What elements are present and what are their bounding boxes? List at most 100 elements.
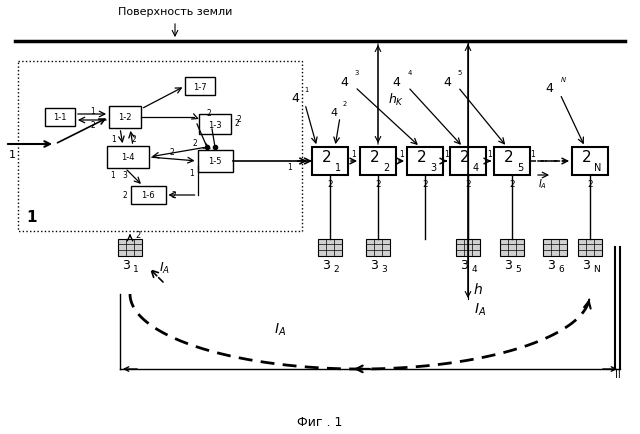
Text: 2: 2 xyxy=(171,191,176,200)
Text: 1: 1 xyxy=(399,150,404,159)
Bar xyxy=(107,147,149,169)
Text: 2: 2 xyxy=(375,180,381,189)
Text: 3: 3 xyxy=(504,258,512,271)
Text: $h$: $h$ xyxy=(473,282,483,297)
Text: 2: 2 xyxy=(587,180,593,189)
Text: N: N xyxy=(593,264,600,273)
Text: 2: 2 xyxy=(383,163,389,173)
Bar xyxy=(198,151,232,173)
Text: 3: 3 xyxy=(123,171,127,180)
Text: 2: 2 xyxy=(235,118,239,127)
Text: 3: 3 xyxy=(430,163,436,173)
Bar xyxy=(572,148,608,176)
Text: $_4$: $_4$ xyxy=(407,68,413,78)
Text: 2: 2 xyxy=(504,150,514,165)
Text: $4$: $4$ xyxy=(545,81,555,94)
Text: $4$: $4$ xyxy=(392,76,402,88)
Text: 3: 3 xyxy=(370,258,378,271)
Text: 3: 3 xyxy=(460,258,468,271)
Text: 2: 2 xyxy=(237,115,241,124)
Text: 1: 1 xyxy=(133,264,139,273)
Text: 2: 2 xyxy=(465,180,471,189)
Text: 2: 2 xyxy=(170,148,174,157)
Bar xyxy=(45,109,75,127)
Text: $4$: $4$ xyxy=(330,106,338,118)
Bar xyxy=(109,107,141,129)
Text: 1-1: 1-1 xyxy=(53,113,67,122)
Bar xyxy=(407,148,443,176)
Text: 3: 3 xyxy=(322,258,330,271)
Text: 1-4: 1-4 xyxy=(121,153,135,162)
Text: 2: 2 xyxy=(193,139,197,148)
Text: $I_A$: $I_A$ xyxy=(538,177,547,191)
Bar xyxy=(199,115,231,135)
Bar xyxy=(18,62,302,231)
Text: 4: 4 xyxy=(471,264,477,273)
Text: 1: 1 xyxy=(488,150,492,159)
Text: 3: 3 xyxy=(547,258,555,271)
Text: 2: 2 xyxy=(370,150,380,165)
Text: 1: 1 xyxy=(287,163,292,172)
Text: 1: 1 xyxy=(111,171,115,180)
Text: 6: 6 xyxy=(558,264,564,273)
Text: 2: 2 xyxy=(122,191,127,200)
Text: 2: 2 xyxy=(136,231,141,240)
Text: 1-7: 1-7 xyxy=(193,82,207,91)
Bar xyxy=(185,78,215,96)
Text: $I_A$: $I_A$ xyxy=(474,301,486,317)
Text: 1: 1 xyxy=(189,169,194,178)
Text: 2: 2 xyxy=(207,108,211,117)
Bar xyxy=(318,239,342,256)
Text: $h_K$: $h_K$ xyxy=(388,92,404,108)
Text: $_1$: $_1$ xyxy=(304,85,310,95)
Text: 2: 2 xyxy=(417,150,427,165)
Text: 1-2: 1-2 xyxy=(118,113,132,122)
Text: 5: 5 xyxy=(515,264,521,273)
Text: 5: 5 xyxy=(517,163,523,173)
Text: 1-5: 1-5 xyxy=(208,157,221,166)
Text: 1: 1 xyxy=(351,150,356,159)
Text: 1: 1 xyxy=(8,150,15,160)
Text: $I_A$: $I_A$ xyxy=(274,321,286,337)
Text: Фиг . 1: Фиг . 1 xyxy=(298,415,342,428)
Text: 1: 1 xyxy=(531,150,536,159)
Bar xyxy=(500,239,524,256)
Text: 2: 2 xyxy=(333,264,339,273)
Bar xyxy=(118,239,142,256)
Text: 3: 3 xyxy=(582,258,590,271)
Text: 2: 2 xyxy=(422,180,428,189)
Text: $4$: $4$ xyxy=(291,91,301,104)
Text: $4$: $4$ xyxy=(444,76,452,88)
Text: 1-6: 1-6 xyxy=(141,191,155,200)
Bar xyxy=(494,148,530,176)
Text: 1: 1 xyxy=(27,210,37,225)
Text: $_2$: $_2$ xyxy=(342,99,348,109)
Text: 1: 1 xyxy=(91,107,95,116)
Text: 2: 2 xyxy=(327,180,333,189)
Text: 1: 1 xyxy=(444,150,449,159)
Bar xyxy=(456,239,480,256)
Bar xyxy=(450,148,486,176)
Text: 2: 2 xyxy=(460,150,470,165)
Bar xyxy=(366,239,390,256)
Bar xyxy=(543,239,567,256)
Text: 2: 2 xyxy=(509,180,515,189)
Text: N: N xyxy=(595,163,602,173)
Text: 3: 3 xyxy=(381,264,387,273)
Text: $4$: $4$ xyxy=(340,76,349,88)
Text: $_N$: $_N$ xyxy=(559,75,566,85)
Text: $_5$: $_5$ xyxy=(457,68,463,78)
Text: $_3$: $_3$ xyxy=(354,68,360,78)
Bar xyxy=(131,187,166,204)
Bar xyxy=(312,148,348,176)
Text: 1: 1 xyxy=(111,135,116,144)
Text: Поверхность земли: Поверхность земли xyxy=(118,7,232,17)
Text: 2: 2 xyxy=(582,150,592,165)
Text: 1: 1 xyxy=(335,163,341,173)
Text: $I_A$: $I_A$ xyxy=(159,260,170,275)
Bar xyxy=(578,239,602,256)
Text: 2: 2 xyxy=(132,135,136,144)
Text: 3: 3 xyxy=(122,258,130,271)
Text: 2: 2 xyxy=(91,120,95,129)
Text: 1-3: 1-3 xyxy=(208,120,222,129)
